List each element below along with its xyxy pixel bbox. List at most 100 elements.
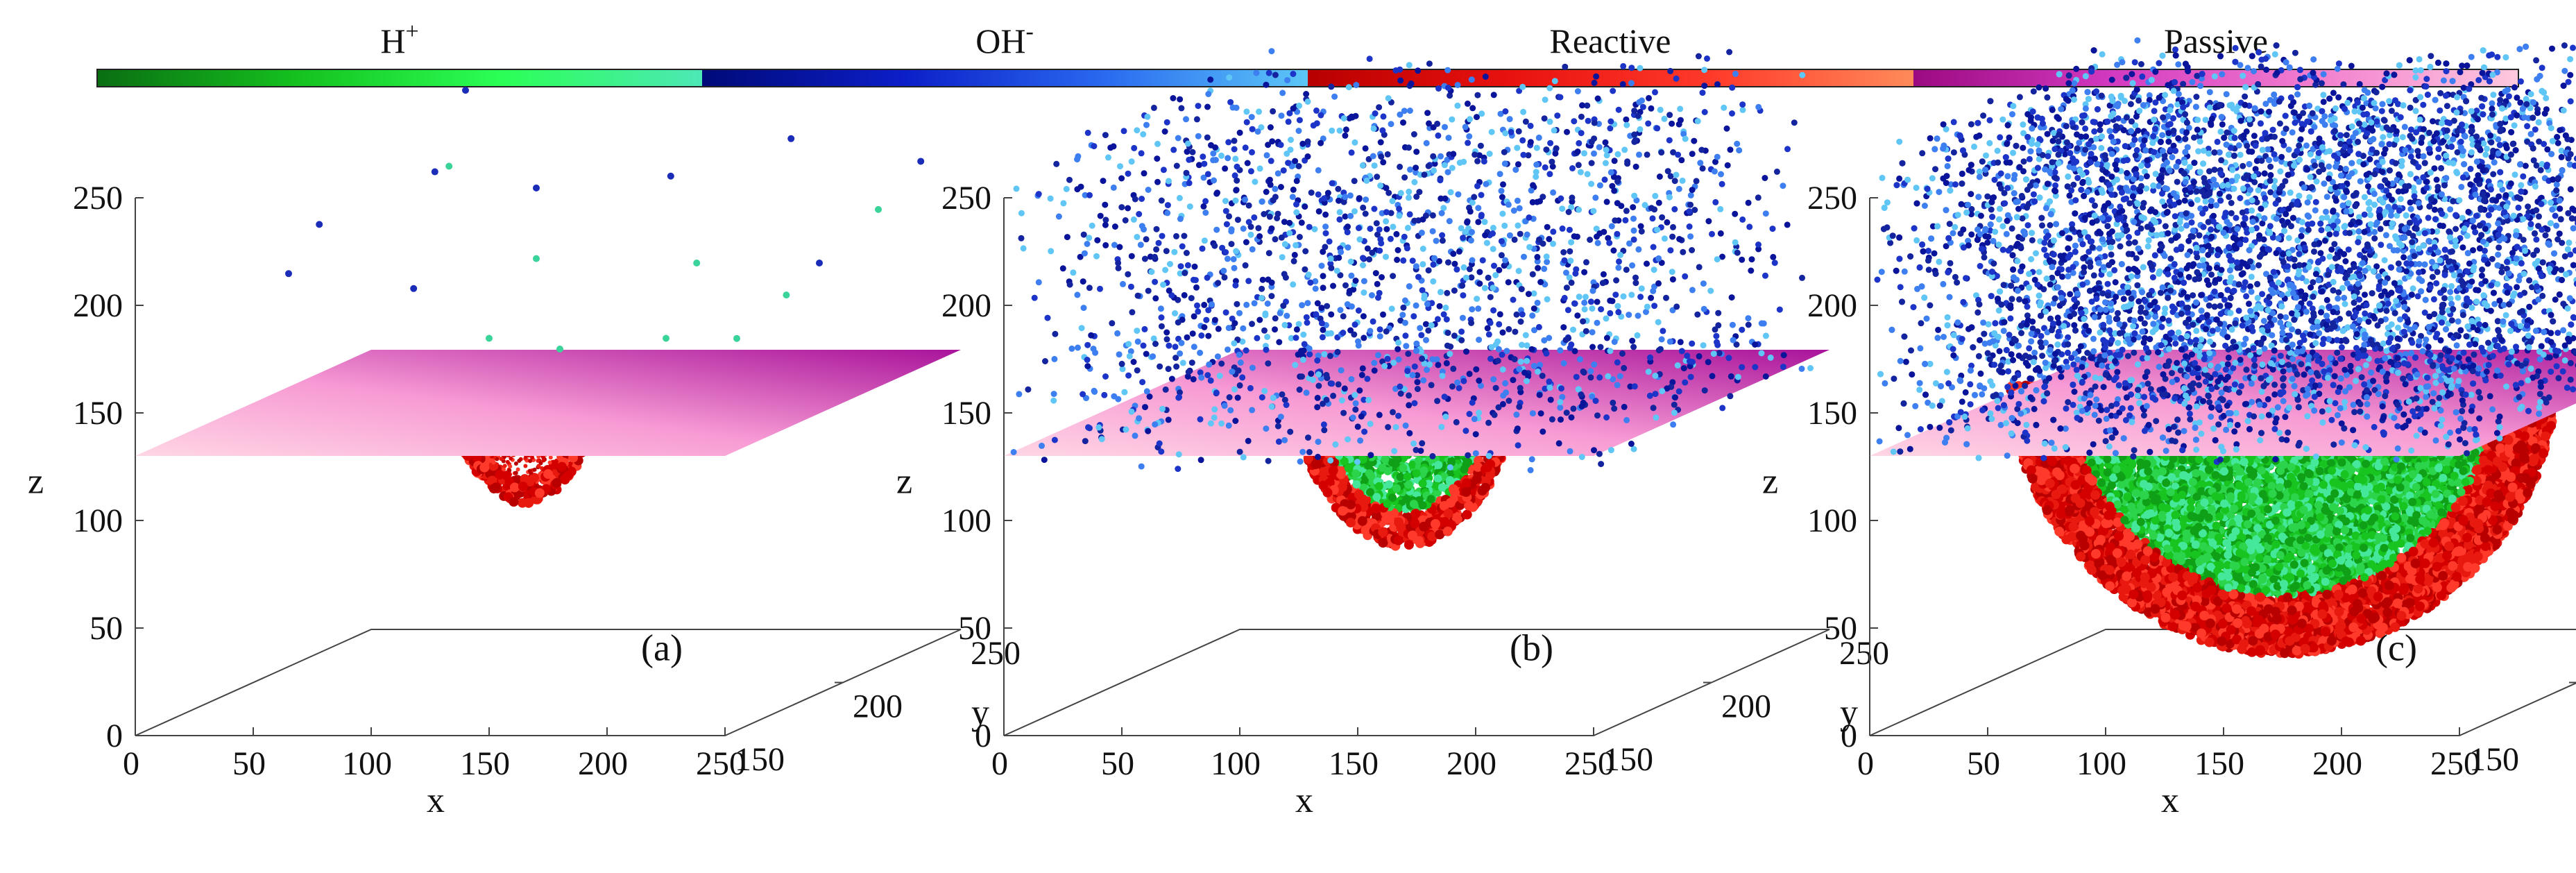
oh-ion-point	[1650, 215, 1656, 221]
oh-ion-point	[1267, 214, 1273, 220]
oh-ion-point	[1375, 295, 1381, 301]
oh-ion-point	[1735, 374, 1741, 380]
oh-ion-point	[1095, 424, 1102, 430]
oh-ion-point	[1060, 265, 1066, 271]
oh-ion-point	[1568, 239, 1574, 246]
oh-ion-point	[1084, 357, 1091, 363]
oh-ion-point	[1232, 155, 1238, 162]
oh-ion-point	[1242, 196, 1248, 203]
oh-ion-point	[1378, 240, 1384, 246]
oh-ion-point	[1337, 209, 1343, 215]
oh-ion-point	[1752, 364, 1758, 371]
oh-ion-point	[1620, 63, 1626, 69]
oh-ion-point	[1512, 237, 1518, 243]
oh-ion-point	[1315, 383, 1322, 389]
oh-ion-point	[1329, 128, 1335, 134]
oh-ion-point	[1163, 248, 1170, 254]
oh-ion-point	[1413, 263, 1419, 269]
oh-ion-point	[1473, 366, 1479, 373]
oh-ion-point	[1085, 130, 1091, 136]
oh-ion-point	[1623, 207, 1630, 214]
oh-ion-point	[1554, 112, 1560, 119]
oh-ion-point	[1195, 103, 1202, 109]
oh-ion-point	[1383, 209, 1390, 215]
oh-ion-point	[1413, 164, 1419, 171]
oh-ion-point	[1374, 173, 1380, 180]
oh-ion-point	[1763, 373, 1769, 380]
oh-ion-point	[1478, 110, 1485, 117]
oh-ion-point	[1268, 293, 1274, 299]
oh-ion-point	[1592, 194, 1598, 201]
oh-ion-point	[1011, 449, 1017, 455]
oh-ion-point	[1383, 185, 1390, 191]
oh-ion-point	[1125, 271, 1131, 278]
oh-ion-point	[1543, 146, 1549, 153]
oh-ion-point	[1304, 320, 1311, 326]
oh-ion-point	[1082, 438, 1089, 444]
oh-ion-point	[1390, 223, 1396, 230]
oh-ion-point	[1213, 389, 1220, 396]
oh-ion-point	[1609, 223, 1615, 230]
ion-point	[663, 335, 669, 342]
oh-ion-point	[1499, 188, 1505, 194]
oh-ion-point	[1503, 389, 1509, 396]
pit-particle	[1464, 458, 1472, 466]
oh-ion-point	[1700, 90, 1706, 96]
oh-ion-point	[1717, 206, 1723, 212]
oh-ion-point	[1462, 229, 1469, 235]
oh-ion-point	[1257, 165, 1263, 171]
oh-ion-point	[1438, 424, 1444, 430]
oh-ion-point	[1234, 301, 1240, 307]
oh-ion-point	[1308, 371, 1314, 377]
oh-ion-point	[1420, 246, 1426, 252]
oh-ion-point	[1702, 109, 1708, 115]
pit-particle	[1396, 473, 1404, 481]
oh-ion-point	[1774, 169, 1780, 175]
pit-particle	[1450, 488, 1460, 498]
oh-ion-point	[1630, 204, 1636, 210]
oh-ion-point	[1166, 366, 1172, 372]
oh-ion-point	[1138, 241, 1144, 248]
oh-ion-point	[1729, 110, 1735, 117]
oh-ion-point	[1376, 226, 1383, 232]
oh-ion-point	[1367, 56, 1373, 62]
oh-ion-point	[1228, 228, 1234, 235]
oh-ion-point	[1430, 153, 1436, 160]
oh-ion-point	[1564, 285, 1570, 291]
oh-ion-point	[1345, 223, 1351, 230]
oh-ion-point	[1608, 169, 1614, 176]
oh-ion-point	[1265, 142, 1271, 148]
oh-ion-point	[1269, 280, 1275, 286]
oh-ion-point	[1603, 414, 1610, 421]
oh-ion-point	[1467, 371, 1473, 377]
oh-ion-point	[1091, 388, 1098, 394]
oh-ion-point	[1512, 167, 1519, 173]
oh-ion-point	[1324, 375, 1330, 381]
oh-ion-point	[1360, 262, 1366, 269]
pit-particle	[1394, 518, 1404, 527]
pit-particle	[1338, 506, 1347, 516]
oh-ion-point	[1322, 223, 1329, 230]
oh-ion-point	[1388, 121, 1394, 127]
oh-ion-point	[1247, 385, 1254, 391]
oh-ion-point	[1518, 359, 1524, 365]
oh-ion-point	[1592, 120, 1598, 126]
oh-ion-point	[1442, 414, 1449, 420]
oh-ion-point	[1714, 81, 1721, 87]
oh-ion-point	[1268, 124, 1274, 130]
oh-ion-point	[1367, 421, 1374, 427]
oh-ion-point	[1186, 157, 1192, 163]
oh-ion-point	[1328, 83, 1334, 90]
oh-ion-point	[1672, 178, 1678, 184]
oh-ion-point	[1652, 373, 1658, 379]
x-axis-label: x	[1295, 781, 1313, 820]
oh-ion-point	[1218, 361, 1225, 367]
oh-ion-point	[1538, 410, 1544, 416]
oh-ion-point	[1442, 124, 1448, 130]
oh-ion-point	[1306, 271, 1312, 278]
oh-ion-point	[1188, 295, 1195, 301]
oh-ion-point	[1200, 203, 1206, 210]
oh-ion-point	[1670, 276, 1676, 282]
oh-ion-point	[1712, 199, 1718, 205]
oh-ion-point	[1201, 302, 1207, 308]
